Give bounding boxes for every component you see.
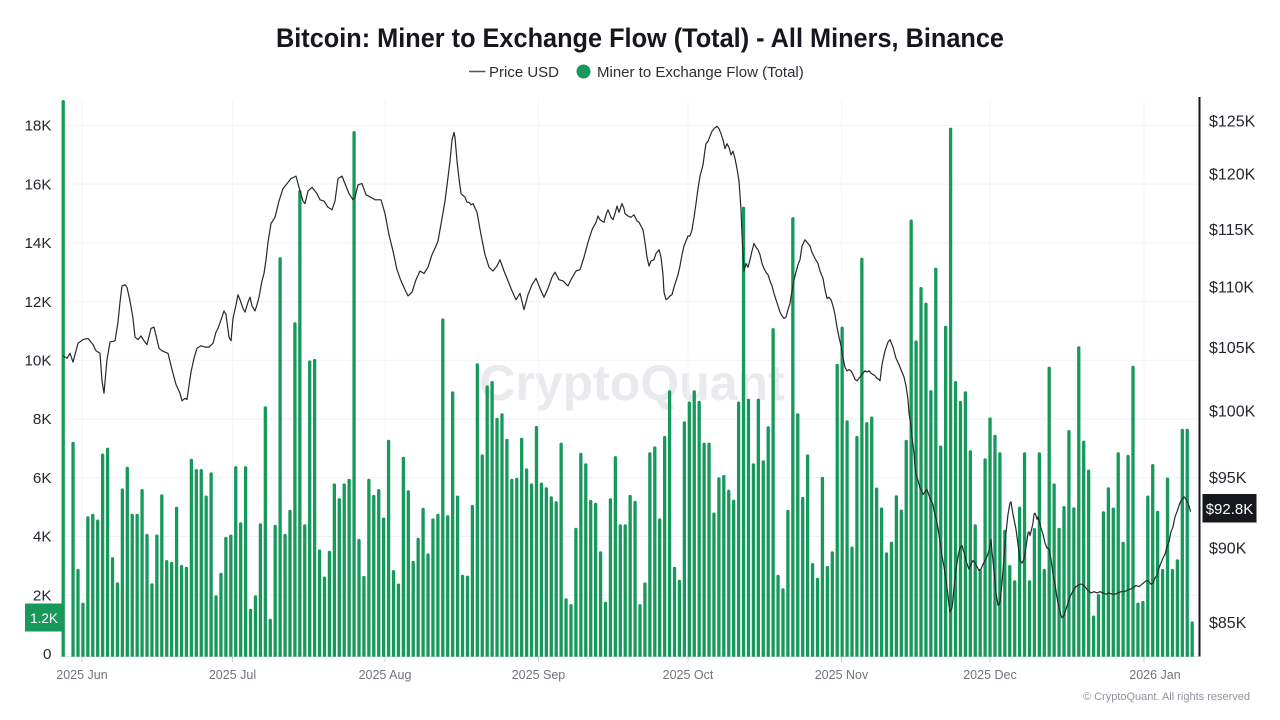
svg-text:2025 Jun: 2025 Jun (56, 668, 107, 682)
svg-text:2025 Dec: 2025 Dec (963, 668, 1017, 682)
svg-text:$120K: $120K (1209, 167, 1256, 184)
svg-text:$110K: $110K (1209, 280, 1254, 297)
svg-text:16K: 16K (24, 176, 51, 193)
svg-text:$85K: $85K (1209, 615, 1247, 632)
svg-text:2025 Sep: 2025 Sep (512, 668, 566, 682)
svg-text:$100K: $100K (1209, 404, 1256, 421)
svg-text:CryptoQuant: CryptoQuant (479, 355, 785, 411)
svg-text:2025 Jul: 2025 Jul (209, 668, 256, 682)
svg-text:$90K: $90K (1209, 541, 1247, 558)
svg-text:2025 Nov: 2025 Nov (815, 668, 869, 682)
svg-text:12K: 12K (24, 294, 51, 311)
svg-text:1.2K: 1.2K (30, 611, 58, 626)
svg-text:4K: 4K (33, 529, 52, 546)
svg-text:6K: 6K (33, 470, 52, 487)
svg-text:Bitcoin: Miner to Exchange Flo: Bitcoin: Miner to Exchange Flow (Total) … (276, 23, 1004, 53)
svg-text:18K: 18K (24, 118, 51, 135)
svg-text:2025 Aug: 2025 Aug (359, 668, 412, 682)
svg-text:$125K: $125K (1209, 113, 1256, 130)
svg-text:2K: 2K (33, 587, 52, 604)
svg-text:$95K: $95K (1209, 470, 1247, 487)
svg-text:Price USD: Price USD (489, 64, 559, 81)
svg-text:© CryptoQuant. All rights rese: © CryptoQuant. All rights reserved (1083, 691, 1250, 703)
svg-text:2026 Jan: 2026 Jan (1129, 668, 1180, 682)
svg-text:$105K: $105K (1209, 340, 1256, 357)
svg-text:2025 Oct: 2025 Oct (663, 668, 714, 682)
svg-text:14K: 14K (24, 235, 51, 252)
svg-text:$115K: $115K (1209, 222, 1254, 239)
svg-text:Miner to Exchange Flow (Total): Miner to Exchange Flow (Total) (597, 64, 804, 81)
svg-text:$92.8K: $92.8K (1206, 501, 1254, 518)
svg-text:0: 0 (43, 646, 51, 663)
svg-text:10K: 10K (24, 353, 51, 370)
svg-text:8K: 8K (33, 411, 52, 428)
